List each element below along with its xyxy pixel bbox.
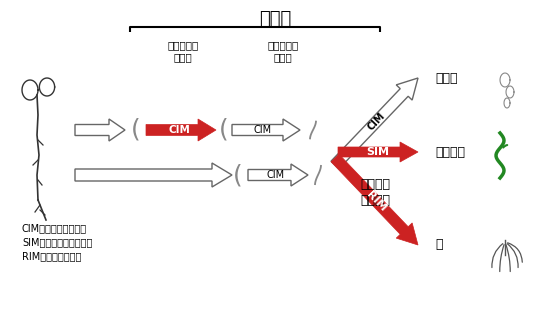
Text: CIM: CIM: [168, 125, 190, 135]
Text: CIM: CIM: [366, 111, 387, 132]
Polygon shape: [248, 164, 308, 186]
Text: RIM＝発根誘導培地: RIM＝発根誘導培地: [22, 251, 81, 261]
Text: RIM: RIM: [365, 189, 388, 214]
Text: CIM: CIM: [254, 125, 272, 135]
Polygon shape: [75, 163, 232, 187]
Text: (: (: [233, 163, 243, 187]
Text: 分裂組織
の新形成: 分裂組織 の新形成: [360, 178, 390, 206]
Polygon shape: [146, 119, 216, 141]
Text: SIM: SIM: [366, 147, 389, 157]
Text: CIM＝カルス誘導培地: CIM＝カルス誘導培地: [22, 223, 87, 233]
Polygon shape: [338, 142, 418, 162]
Text: 細胞増殖能
の獲得: 細胞増殖能 の獲得: [167, 40, 199, 62]
Text: 細胞分化能
の獲得: 細胞分化能 の獲得: [267, 40, 299, 62]
Text: CIM: CIM: [267, 170, 285, 180]
Polygon shape: [331, 78, 418, 169]
Text: (: (: [219, 118, 229, 142]
Text: SIM＝シュート誘導培地: SIM＝シュート誘導培地: [22, 237, 92, 247]
Text: 根: 根: [435, 238, 443, 251]
Polygon shape: [232, 119, 300, 141]
Text: カルス: カルス: [435, 72, 458, 85]
Text: 脱分化: 脱分化: [259, 10, 291, 28]
Polygon shape: [331, 154, 418, 245]
Text: シュート: シュート: [435, 145, 465, 158]
Text: (: (: [131, 118, 141, 142]
Polygon shape: [75, 119, 125, 141]
